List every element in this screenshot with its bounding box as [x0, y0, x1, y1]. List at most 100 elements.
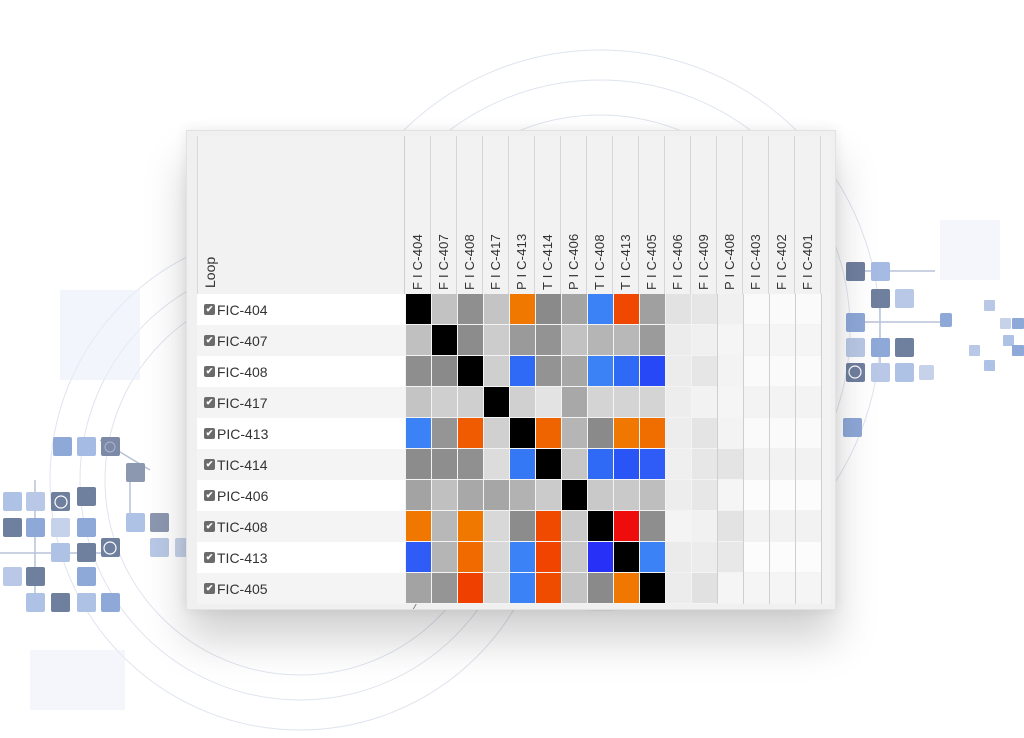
matrix-cell[interactable]	[770, 480, 795, 510]
matrix-cell[interactable]	[432, 511, 457, 541]
matrix-cell[interactable]	[614, 325, 639, 355]
matrix-cell[interactable]	[536, 542, 561, 572]
matrix-cell[interactable]	[458, 418, 483, 448]
matrix-cell[interactable]	[484, 449, 509, 479]
column-header[interactable]: F I C-404	[405, 136, 431, 296]
matrix-cell[interactable]	[432, 449, 457, 479]
matrix-cell[interactable]	[406, 387, 431, 417]
matrix-cell[interactable]	[614, 387, 639, 417]
column-header[interactable]: F I C-408	[457, 136, 483, 296]
matrix-cell[interactable]	[536, 356, 561, 386]
matrix-cell[interactable]	[692, 542, 717, 572]
matrix-cell[interactable]	[692, 573, 717, 603]
matrix-cell[interactable]	[484, 387, 509, 417]
matrix-cell[interactable]	[562, 542, 587, 572]
matrix-cell[interactable]	[536, 480, 561, 510]
matrix-cell[interactable]	[510, 573, 535, 603]
matrix-cell[interactable]	[666, 325, 691, 355]
matrix-cell[interactable]	[510, 542, 535, 572]
matrix-cell[interactable]	[666, 387, 691, 417]
column-header[interactable]: T I C-414	[535, 136, 561, 296]
matrix-cell[interactable]	[588, 511, 613, 541]
matrix-cell[interactable]	[536, 449, 561, 479]
matrix-cell[interactable]	[692, 325, 717, 355]
checkbox-checked-icon[interactable]: ✔	[204, 428, 215, 439]
matrix-cell[interactable]	[562, 325, 587, 355]
matrix-cell[interactable]	[536, 418, 561, 448]
matrix-cell[interactable]	[666, 542, 691, 572]
matrix-cell[interactable]	[770, 573, 795, 603]
matrix-cell[interactable]	[744, 294, 769, 324]
column-header[interactable]: P I C-408	[717, 136, 743, 296]
column-header[interactable]: F I C-402	[769, 136, 795, 296]
checkbox-checked-icon[interactable]: ✔	[204, 397, 215, 408]
matrix-cell[interactable]	[796, 387, 821, 417]
matrix-cell[interactable]	[406, 325, 431, 355]
matrix-cell[interactable]	[432, 294, 457, 324]
matrix-cell[interactable]	[666, 573, 691, 603]
matrix-cell[interactable]	[588, 356, 613, 386]
matrix-cell[interactable]	[614, 418, 639, 448]
matrix-cell[interactable]	[666, 418, 691, 448]
column-header[interactable]: P I C-406	[561, 136, 587, 296]
matrix-cell[interactable]	[744, 356, 769, 386]
matrix-cell[interactable]	[744, 387, 769, 417]
matrix-cell[interactable]	[796, 356, 821, 386]
matrix-cell[interactable]	[562, 418, 587, 448]
matrix-cell[interactable]	[796, 294, 821, 324]
matrix-cell[interactable]	[718, 449, 743, 479]
matrix-cell[interactable]	[510, 387, 535, 417]
matrix-cell[interactable]	[796, 542, 821, 572]
matrix-cell[interactable]	[796, 449, 821, 479]
matrix-cell[interactable]	[666, 294, 691, 324]
matrix-cell[interactable]	[406, 573, 431, 603]
checkbox-checked-icon[interactable]: ✔	[204, 490, 215, 501]
matrix-cell[interactable]	[536, 387, 561, 417]
loop-column-header[interactable]: Loop	[197, 136, 405, 296]
matrix-cell[interactable]	[510, 294, 535, 324]
matrix-cell[interactable]	[744, 418, 769, 448]
matrix-cell[interactable]	[770, 418, 795, 448]
matrix-cell[interactable]	[718, 542, 743, 572]
checkbox-checked-icon[interactable]: ✔	[204, 521, 215, 532]
matrix-cell[interactable]	[744, 480, 769, 510]
matrix-cell[interactable]	[666, 511, 691, 541]
matrix-cell[interactable]	[796, 480, 821, 510]
matrix-cell[interactable]	[406, 542, 431, 572]
matrix-cell[interactable]	[692, 511, 717, 541]
matrix-cell[interactable]	[640, 294, 665, 324]
matrix-cell[interactable]	[666, 480, 691, 510]
matrix-cell[interactable]	[406, 511, 431, 541]
matrix-cell[interactable]	[458, 449, 483, 479]
matrix-cell[interactable]	[406, 449, 431, 479]
matrix-cell[interactable]	[536, 511, 561, 541]
matrix-cell[interactable]	[718, 480, 743, 510]
matrix-cell[interactable]	[588, 418, 613, 448]
matrix-cell[interactable]	[406, 480, 431, 510]
matrix-cell[interactable]	[588, 449, 613, 479]
matrix-cell[interactable]	[718, 418, 743, 448]
matrix-cell[interactable]	[432, 387, 457, 417]
matrix-cell[interactable]	[770, 356, 795, 386]
matrix-cell[interactable]	[562, 480, 587, 510]
matrix-cell[interactable]	[640, 387, 665, 417]
matrix-cell[interactable]	[614, 356, 639, 386]
matrix-cell[interactable]	[770, 294, 795, 324]
matrix-cell[interactable]	[796, 418, 821, 448]
matrix-cell[interactable]	[536, 294, 561, 324]
matrix-cell[interactable]	[484, 294, 509, 324]
column-header[interactable]: F I C-409	[691, 136, 717, 296]
matrix-cell[interactable]	[562, 511, 587, 541]
column-header[interactable]: F I C-405	[639, 136, 665, 296]
matrix-cell[interactable]	[614, 542, 639, 572]
matrix-cell[interactable]	[432, 325, 457, 355]
matrix-cell[interactable]	[718, 325, 743, 355]
matrix-cell[interactable]	[588, 387, 613, 417]
column-header[interactable]: T I C-413	[613, 136, 639, 296]
matrix-cell[interactable]	[640, 511, 665, 541]
matrix-cell[interactable]	[770, 449, 795, 479]
matrix-cell[interactable]	[770, 387, 795, 417]
matrix-cell[interactable]	[484, 418, 509, 448]
matrix-cell[interactable]	[640, 542, 665, 572]
matrix-cell[interactable]	[640, 418, 665, 448]
